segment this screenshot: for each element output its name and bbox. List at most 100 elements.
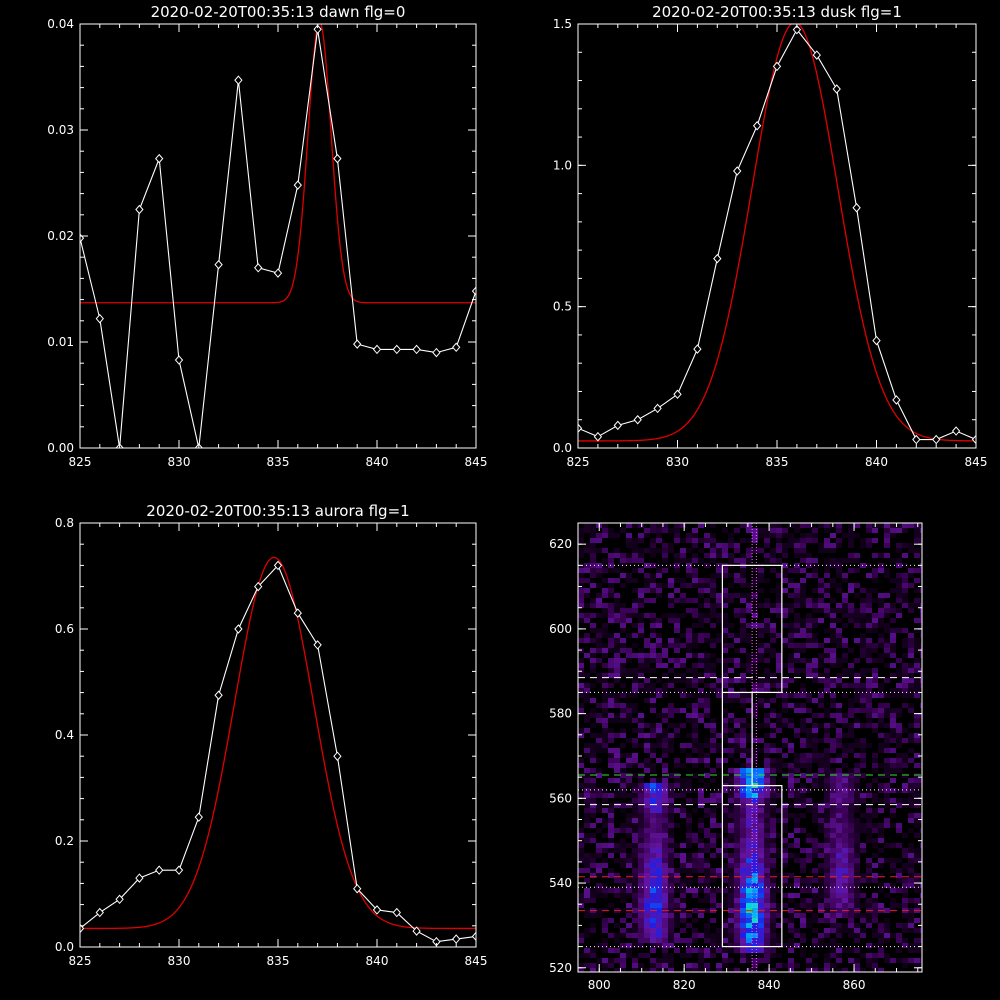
- y-tick-label: 560: [549, 791, 572, 805]
- y-tick-label: 0.04: [47, 17, 74, 31]
- y-tick-label: 0.00: [47, 441, 74, 455]
- data-point: [653, 403, 662, 414]
- x-tick-label: 860: [843, 978, 866, 992]
- x-tick-label: 825: [69, 954, 92, 968]
- data-point: [194, 812, 203, 822]
- y-tick-label: 540: [549, 876, 572, 890]
- plot-frame: [577, 522, 923, 973]
- data-point: [452, 934, 461, 944]
- data-point: [234, 624, 243, 634]
- data-point: [452, 342, 461, 353]
- x-tick-label: 835: [267, 455, 290, 469]
- x-tick-label: 845: [465, 954, 488, 968]
- data-point: [372, 344, 382, 355]
- plot-frame: [577, 23, 977, 449]
- x-tick-label: 840: [865, 455, 888, 469]
- panel-spectrogram: 800 820 840 860 520 540 560 580 600 620: [549, 522, 923, 992]
- data-point: [333, 751, 342, 761]
- data-point: [95, 907, 104, 918]
- data-line: [80, 564, 476, 943]
- data-point: [135, 873, 144, 883]
- data-point: [273, 268, 283, 278]
- data-point: [951, 426, 961, 436]
- data-point: [892, 395, 901, 405]
- data-point: [733, 166, 742, 176]
- fit-curve: [80, 24, 476, 304]
- x-tick-label: 820: [673, 978, 696, 992]
- data-point: [673, 389, 682, 400]
- x-tick-label: 845: [465, 455, 488, 469]
- data-point: [852, 202, 861, 213]
- data-point: [812, 50, 821, 60]
- x-tick-label: 825: [69, 455, 92, 469]
- data-point: [471, 286, 476, 296]
- data-line: [578, 28, 976, 441]
- y-tick-label: 0.0: [55, 940, 74, 954]
- y-tick-label: 0.2: [55, 834, 74, 848]
- fit-curve: [80, 556, 476, 930]
- data-point: [772, 61, 782, 72]
- y-tick-label: 0.01: [47, 335, 74, 349]
- y-tick-label: 520: [549, 961, 572, 975]
- x-tick-label: 830: [666, 455, 689, 469]
- data-point: [633, 414, 642, 425]
- plot-frame: [79, 23, 477, 449]
- data-point: [214, 259, 223, 270]
- data-point: [471, 931, 476, 942]
- data-point: [313, 640, 322, 650]
- y-tick-label: 620: [549, 537, 572, 551]
- data-point: [412, 926, 421, 936]
- data-point: [135, 204, 144, 215]
- data-point: [293, 608, 302, 618]
- data-point: [593, 431, 603, 442]
- data-point: [95, 313, 104, 324]
- x-tick-label: 800: [588, 978, 611, 992]
- data-point: [353, 883, 362, 894]
- data-point: [693, 344, 702, 354]
- y-tick-label: 1.5: [553, 17, 572, 31]
- data-point: [752, 121, 762, 131]
- data-point: [174, 355, 184, 365]
- data-point: [293, 180, 302, 190]
- data-point: [713, 253, 722, 264]
- y-tick-label: 0.0: [553, 441, 572, 455]
- x-tick-label: 825: [567, 455, 590, 469]
- chart-title: 2020-02-20T00:35:13 dusk flg=1: [652, 3, 902, 21]
- panel-dusk: 825 830 835 840 845 0.0 0.5 1.0 1.5 2020-02-20T00…: [553, 3, 988, 469]
- chart-title: 2020-02-20T00:35:13 dawn flg=0: [151, 3, 406, 21]
- data-point: [578, 423, 583, 433]
- plot-frame: [79, 522, 477, 948]
- data-point: [214, 690, 223, 701]
- y-tick-label: 0.02: [47, 229, 74, 243]
- data-point: [254, 581, 263, 592]
- data-point: [912, 434, 921, 445]
- fit-curve: [578, 24, 976, 442]
- x-tick-label: 830: [168, 455, 191, 469]
- data-point: [412, 344, 421, 355]
- data-point: [613, 420, 622, 431]
- data-point: [832, 84, 841, 94]
- data-point: [392, 344, 401, 355]
- data-point: [372, 905, 382, 915]
- spectrogram-image: [578, 523, 922, 972]
- y-tick-label: 0.4: [55, 728, 74, 742]
- data-point: [432, 347, 441, 358]
- data-line: [80, 29, 476, 448]
- data-point: [353, 339, 362, 349]
- data-point: [333, 153, 342, 164]
- data-point: [792, 24, 802, 35]
- data-point: [392, 907, 401, 918]
- data-point: [971, 434, 976, 445]
- panel-dawn: 825 830 835 840 845 0.00 0.01 0.02 0.03 0.04 2020-…: [47, 3, 487, 469]
- data-point: [234, 75, 243, 85]
- chart-title: 2020-02-20T00:35:13 aurora flg=1: [146, 502, 409, 520]
- y-tick-label: 0.8: [55, 516, 74, 530]
- x-tick-label: 840: [758, 978, 781, 992]
- data-point: [932, 434, 941, 445]
- x-tick-label: 840: [366, 954, 389, 968]
- data-point: [115, 894, 124, 905]
- y-tick-label: 1.0: [553, 158, 572, 172]
- data-point: [273, 560, 283, 571]
- y-tick-label: 600: [549, 622, 572, 636]
